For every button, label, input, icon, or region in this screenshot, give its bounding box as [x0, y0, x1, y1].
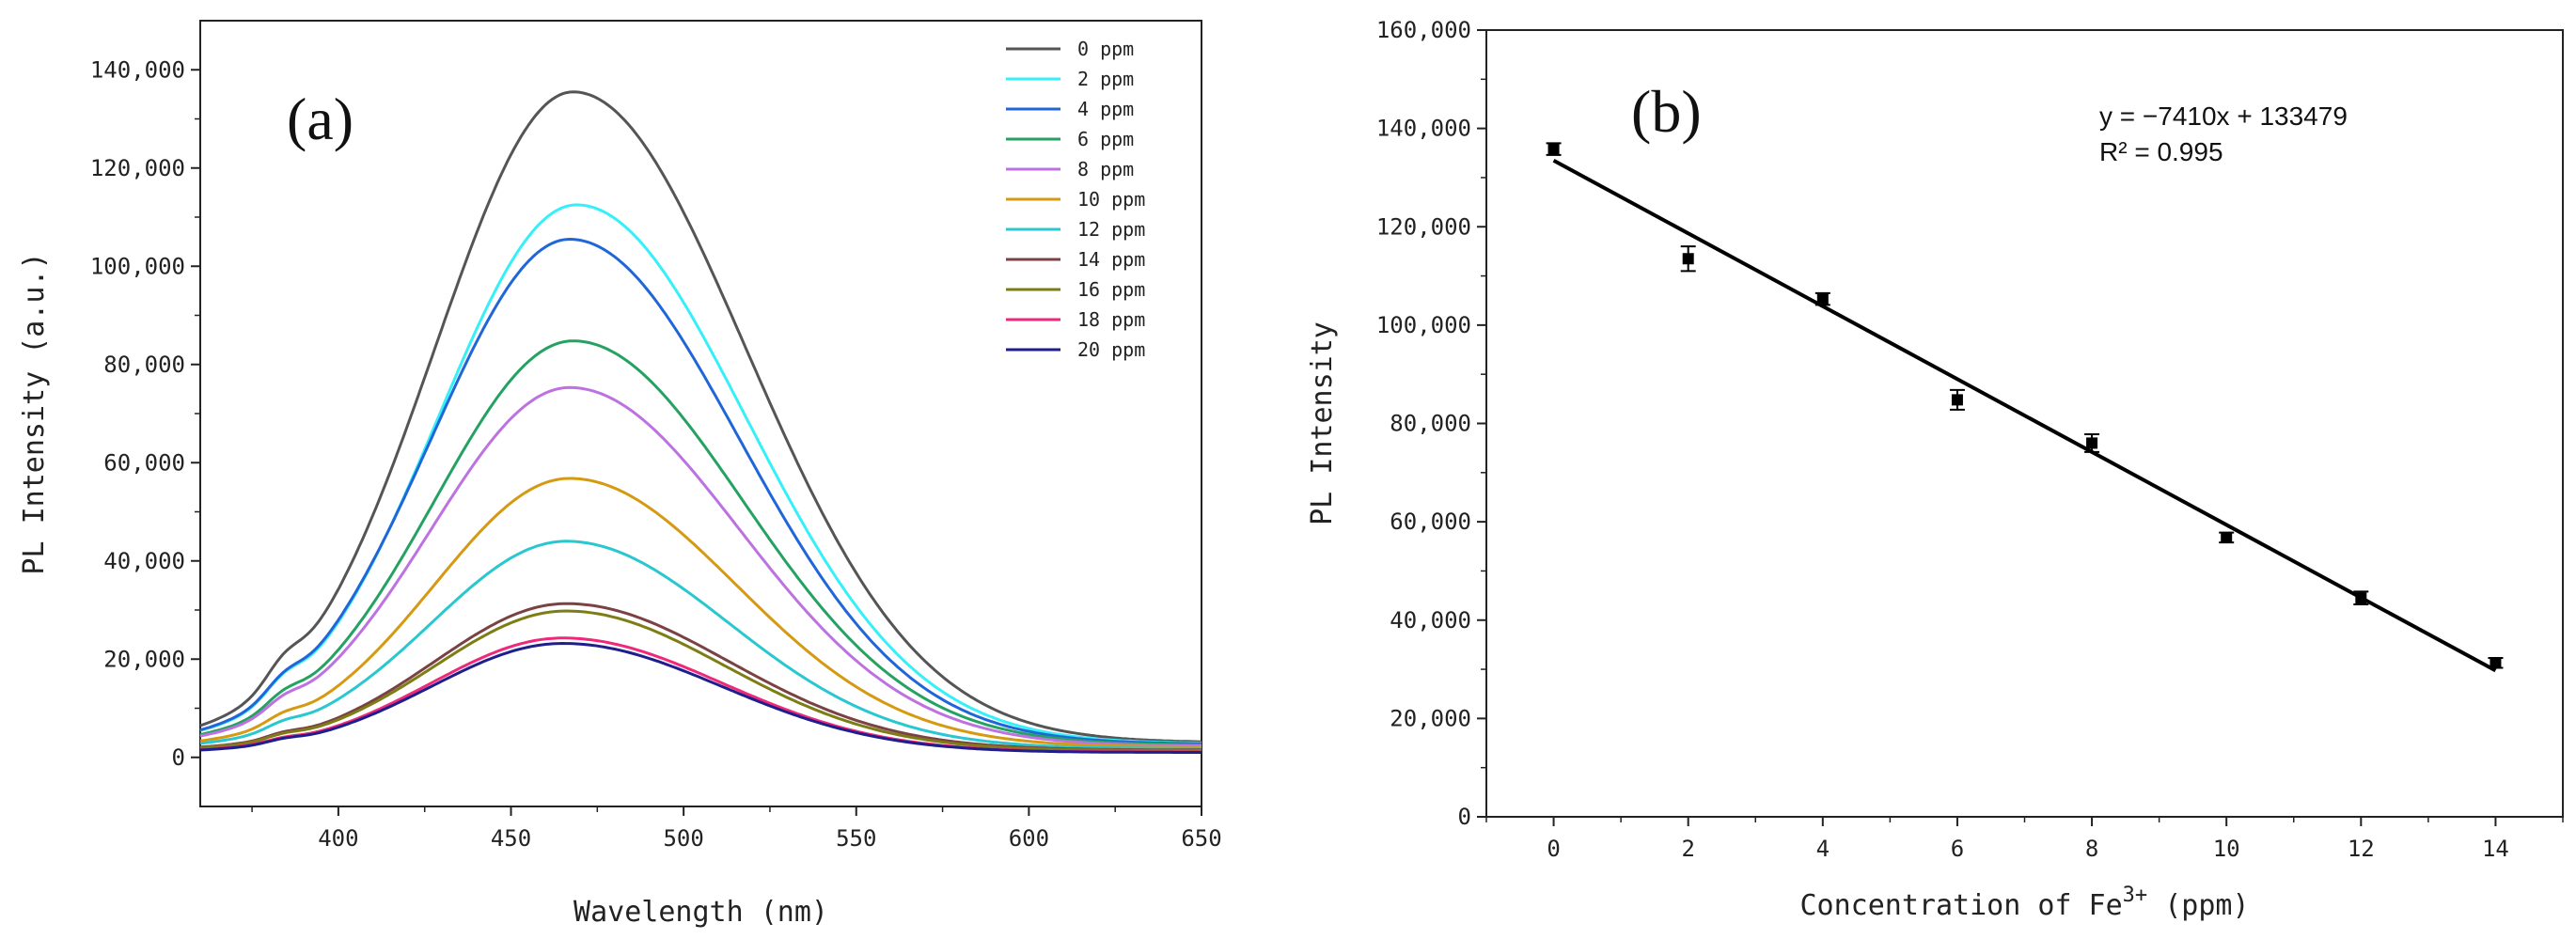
fit-r-squared: R² = 0.995 [2099, 137, 2223, 166]
panel-label: (b) [1631, 78, 1702, 145]
data-point [2084, 433, 2100, 453]
y-tick-label: 100,000 [90, 253, 185, 279]
data-marker [2086, 437, 2098, 449]
data-marker [2221, 531, 2233, 543]
fit-line [1552, 158, 2497, 673]
y-tick-label: 40,000 [1390, 607, 1471, 634]
legend-label: 0 ppm [1077, 38, 1134, 60]
x-axis-title: Wavelength (nm) [573, 896, 828, 929]
data-point [1949, 388, 1965, 411]
y-tick-label: 60,000 [103, 449, 185, 476]
x-tick-label: 0 [1547, 836, 1560, 862]
y-tick-label: 120,000 [1376, 213, 1471, 240]
y-tick-label: 0 [172, 744, 185, 771]
series-line-16-ppm [199, 609, 1202, 752]
x-axis-title: Concentration of Fe3+ (ppm) [1799, 884, 2249, 922]
x-tick-label: 500 [663, 825, 703, 852]
fit-equation: y = −7410x + 133479 [2099, 102, 2348, 131]
legend-label: 12 ppm [1077, 218, 1145, 241]
y-tick-label: 140,000 [1376, 116, 1471, 142]
series-line-10-ppm [199, 477, 1202, 749]
y-tick-label: 120,000 [90, 155, 185, 181]
panel-a: 400 450 500 550 600 650 0 20,000 40,000 60,000 80,… [18, 20, 1222, 929]
data-point [2219, 531, 2235, 544]
series-line-20-ppm [199, 642, 1202, 754]
x-tick-label: 550 [836, 825, 876, 852]
legend-label: 6 ppm [1077, 128, 1134, 150]
data-marker [2355, 592, 2367, 604]
panel-label: (a) [287, 86, 353, 152]
data-marker [1547, 143, 1560, 155]
y-tick-label: 140,000 [90, 56, 185, 83]
y-tick-label: 20,000 [1390, 705, 1471, 731]
series-line-0-ppm [199, 90, 1202, 743]
y-axis-title: PL Intensity [1306, 321, 1339, 525]
y-axis-title: PL Intensity (a.u.) [18, 252, 51, 574]
x-axis-title-sup: 3+ [2123, 884, 2148, 907]
series-line-4-ppm [199, 238, 1202, 745]
y-tick-label: 80,000 [103, 352, 185, 378]
data-point [1814, 291, 1830, 306]
series-line-6-ppm [199, 339, 1202, 746]
x-tick-label: 450 [491, 825, 531, 852]
data-marker [1816, 293, 1829, 305]
legend-label: 18 ppm [1077, 308, 1145, 331]
legend-label: 4 ppm [1077, 98, 1134, 120]
data-marker [1951, 394, 1963, 406]
y-tick-label: 40,000 [103, 548, 185, 574]
y-tick-label: 0 [1458, 804, 1471, 830]
series-line-8-ppm [199, 385, 1202, 747]
series-lines [199, 90, 1202, 754]
series-line-12-ppm [199, 540, 1202, 750]
series-line-2-ppm [199, 203, 1202, 744]
legend-label: 8 ppm [1077, 158, 1134, 180]
x-tick-label: 14 [2482, 836, 2509, 862]
x-tick-label: 2 [1681, 836, 1694, 862]
legend: 0 ppm 2 ppm 4 ppm 6 ppm 8 ppm 10 ppm 12 ppm 14 … [1006, 38, 1145, 361]
panel-b: 0 2 4 6 8 10 12 14 0 20,000 40,000 60,000 80,000 100,… [1306, 17, 2564, 922]
data-marker [1682, 253, 1694, 265]
y-tick-label: 80,000 [1390, 411, 1471, 437]
x-tick-label: 4 [1816, 836, 1830, 862]
legend-label: 2 ppm [1077, 68, 1134, 90]
legend-label: 16 ppm [1077, 278, 1145, 301]
y-tick-label: 20,000 [103, 646, 185, 672]
y-tick-label: 100,000 [1376, 312, 1471, 338]
x-axis-title-main: Concentration of Fe [1799, 889, 2122, 922]
data-point [1680, 245, 1696, 273]
x-tick-label: 8 [2085, 836, 2098, 862]
x-tick-label: 600 [1009, 825, 1049, 852]
legend-label: 10 ppm [1077, 188, 1145, 211]
panel-b-frame [1485, 29, 2564, 818]
x-tick-label: 6 [1951, 836, 1964, 862]
x-axis-title-tail: (ppm) [2147, 889, 2249, 922]
y-tick-label: 160,000 [1376, 17, 1471, 43]
x-tick-label: 12 [2348, 836, 2375, 862]
x-tick-label: 10 [2213, 836, 2240, 862]
data-point [1546, 142, 1562, 156]
y-tick-label: 60,000 [1390, 509, 1471, 535]
legend-label: 14 ppm [1077, 248, 1145, 271]
data-marker [2490, 657, 2502, 669]
x-tick-label: 650 [1181, 825, 1221, 852]
data-point [2353, 590, 2369, 606]
legend-label: 20 ppm [1077, 338, 1145, 361]
data-point [2488, 657, 2504, 669]
x-tick-label: 400 [318, 825, 358, 852]
